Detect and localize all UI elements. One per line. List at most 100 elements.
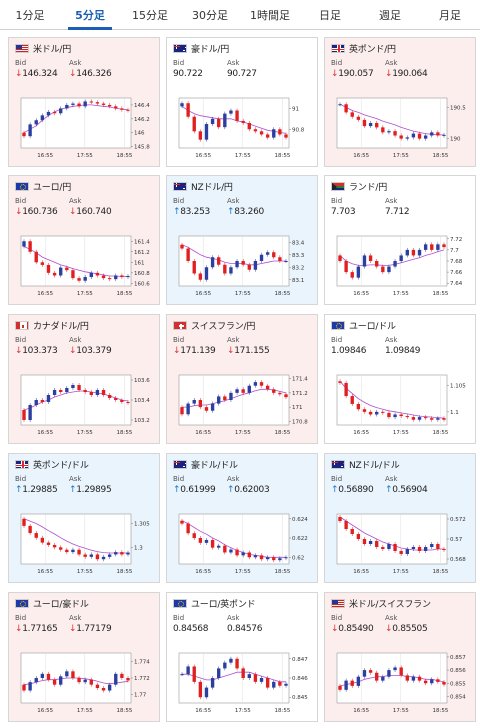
- card-header: 英ポンド/ドル: [15, 457, 153, 471]
- tab-6[interactable]: 日足: [319, 8, 341, 22]
- rate-card[interactable]: 米ドル/円 Bid Ask ↓146.324 ↓146.326 16:55 17:55 18:…: [8, 37, 160, 167]
- candle: [356, 676, 361, 686]
- pair-name[interactable]: カナダドル/円: [33, 321, 89, 332]
- pair-name[interactable]: 豪ドル/円: [191, 44, 230, 55]
- arrow-down-icon: ↓: [173, 346, 181, 356]
- candle: [217, 257, 221, 265]
- tab-8[interactable]: 月足: [439, 8, 461, 22]
- tab-3[interactable]: 15分足: [132, 8, 168, 22]
- candle: [107, 684, 112, 691]
- tab-7[interactable]: 週足: [379, 8, 401, 22]
- candle: [430, 244, 434, 250]
- tab-5[interactable]: 1時間足: [250, 8, 290, 22]
- candle: [114, 673, 118, 685]
- rate-card[interactable]: スイスフラン/円 Bid Ask ↓171.139 ↓171.155 16:55 17:55…: [166, 314, 318, 444]
- pair-name[interactable]: 英ポンド/円: [349, 44, 396, 55]
- x-tick-label: 18:55: [274, 153, 290, 159]
- candle: [265, 678, 270, 688]
- card-header: 豪ドル/ドル: [173, 457, 311, 471]
- candle: [89, 101, 93, 103]
- rate-card[interactable]: ユーロ/円 Bid Ask ↓160.736 ↓160.740 16:55 17:55 18:…: [8, 175, 160, 305]
- tab-1[interactable]: 1分足: [15, 8, 45, 22]
- candle: [89, 679, 93, 685]
- tab-2[interactable]: 5分足: [60, 0, 120, 30]
- candle: [180, 407, 184, 415]
- rate-card[interactable]: NZドル/ドル Bid Ask ↑0.56890 ↑0.56904 16:55 17:55 1…: [324, 453, 476, 583]
- pair-name[interactable]: 米ドル/スイスフラン: [349, 599, 431, 610]
- bid-value-wrap: ↓1.77165: [15, 624, 69, 634]
- candle: [192, 666, 196, 682]
- bid-value-wrap: 90.722: [173, 69, 227, 79]
- candle: [436, 544, 440, 549]
- x-tick-label: 18:55: [116, 708, 132, 714]
- tab-4[interactable]: 30分足: [192, 8, 228, 22]
- candle: [204, 124, 209, 140]
- candle: [186, 248, 190, 261]
- candle: [344, 680, 348, 690]
- pair-name[interactable]: ユーロ/豪ドル: [33, 599, 89, 610]
- rate-card[interactable]: 豪ドル/円 Bid Ask 90.722 90.727 16:55 17:55 18:55 91…: [166, 37, 318, 167]
- bid-value-wrap: ↓146.324: [15, 69, 69, 79]
- candle: [192, 116, 196, 132]
- candle: [259, 254, 264, 261]
- rate-card[interactable]: カナダドル/円 Bid Ask ↓103.373 ↓103.379 16:55 17:55 1…: [8, 314, 160, 444]
- rate-card[interactable]: 英ポンド/ドル Bid Ask ↑1.29885 ↑1.29895 16:55 17:55 1…: [8, 453, 160, 583]
- pair-name[interactable]: 英ポンド/ドル: [33, 460, 89, 471]
- pair-name[interactable]: ユーロ/円: [33, 182, 72, 193]
- candle: [235, 549, 239, 556]
- rate-card[interactable]: ランド/円 Bid Ask 7.703 7.712 16:55 17:55 18:55 7.72…: [324, 175, 476, 305]
- ask-label: Ask: [227, 336, 240, 344]
- candle: [356, 266, 361, 278]
- rate-card[interactable]: ユーロ/ドル Bid Ask 1.09846 1.09849 16:55 17:55 18:5…: [324, 314, 476, 444]
- candle: [120, 673, 124, 678]
- arrow-down-icon: ↓: [331, 69, 339, 79]
- ask-label: Ask: [385, 336, 398, 344]
- x-tick-label: 18:55: [432, 708, 448, 714]
- y-tick-label: 0.572: [450, 517, 466, 523]
- candle: [272, 252, 276, 258]
- candle: [278, 257, 282, 261]
- price-labels: Bid Ask: [173, 59, 311, 68]
- candlestick-chart: 16:55 17:55 18:55 0.624 0.622 0.62: [178, 513, 308, 575]
- rate-card[interactable]: ユーロ/英ポンド Bid Ask 0.84568 0.84576 16:55 17:55 18…: [166, 592, 318, 722]
- candle: [34, 251, 38, 263]
- pair-name[interactable]: 豪ドル/ドル: [191, 460, 238, 471]
- pair-name[interactable]: NZドル/円: [191, 182, 233, 193]
- price-row: ↓146.324 ↓146.326: [15, 68, 153, 80]
- candle: [210, 257, 215, 268]
- candle: [247, 123, 251, 130]
- bid-value-wrap: ↑1.29885: [15, 485, 69, 495]
- candle: [34, 678, 38, 683]
- rate-card[interactable]: 英ポンド/円 Bid Ask ↓190.057 ↓190.064 16:55 17:55 18…: [324, 37, 476, 167]
- candle: [34, 533, 38, 538]
- candle: [46, 264, 51, 273]
- candle: [253, 129, 258, 132]
- pair-name[interactable]: 米ドル/円: [33, 44, 72, 55]
- rate-card[interactable]: ユーロ/豪ドル Bid Ask ↓1.77165 ↓1.77179 16:55 17:55 1…: [8, 592, 160, 722]
- x-tick-label: 16:55: [195, 708, 211, 714]
- rate-card[interactable]: 米ドル/スイスフラン Bid Ask ↓0.85490 ↓0.85505 16:55 17:…: [324, 592, 476, 722]
- candle: [417, 547, 422, 551]
- pair-name[interactable]: ランド/円: [349, 182, 388, 193]
- candle: [59, 267, 63, 276]
- pair-name[interactable]: ユーロ/英ポンド: [191, 599, 256, 610]
- rate-card[interactable]: 豪ドル/ドル Bid Ask ↑0.61999 ↑0.62003 16:55 17:55 18…: [166, 453, 318, 583]
- candle: [350, 529, 354, 534]
- ask-label: Ask: [227, 197, 240, 205]
- x-tick-label: 16:55: [353, 708, 369, 714]
- rate-card[interactable]: NZドル/円 Bid Ask ↑83.253 ↑83.260 16:55 17:55 18:5…: [166, 175, 318, 305]
- price-chart: 16:55 17:55 18:55 103.6 103.4 103.2: [17, 371, 155, 437]
- candle: [393, 414, 397, 418]
- candlestick-chart: 16:55 17:55 18:55 171.4 171.2 171 170.8: [178, 374, 308, 436]
- candle: [95, 272, 100, 276]
- au-flag-icon: [173, 459, 187, 469]
- candle: [180, 103, 184, 107]
- x-tick-label: 16:55: [195, 291, 211, 297]
- pair-name[interactable]: NZドル/ドル: [349, 460, 400, 471]
- x-tick-label: 17:55: [393, 569, 409, 575]
- pair-name[interactable]: スイスフラン/円: [191, 321, 256, 332]
- pair-name[interactable]: ユーロ/ドル: [349, 321, 396, 332]
- y-tick-label: 1.105: [450, 384, 466, 390]
- ask-value-wrap: ↑0.62003: [227, 485, 270, 495]
- bid-label: Bid: [15, 614, 27, 622]
